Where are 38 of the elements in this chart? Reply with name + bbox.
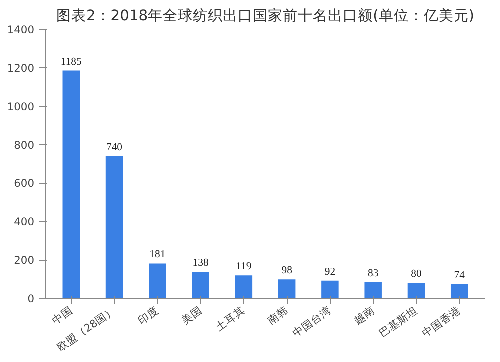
y-tick-label: 0 xyxy=(28,292,35,306)
bar xyxy=(322,280,339,298)
x-tick-label: 中国台湾 xyxy=(290,304,334,340)
data-label: 740 xyxy=(106,142,123,154)
x-tick-label: 美国 xyxy=(179,304,205,328)
bar xyxy=(149,264,166,298)
data-label: 74 xyxy=(454,270,466,282)
data-label: 92 xyxy=(324,266,336,278)
y-tick-label: 1200 xyxy=(7,62,35,75)
x-tick-label: 土耳其 xyxy=(213,304,248,334)
data-label: 83 xyxy=(368,268,379,280)
bar xyxy=(62,70,80,298)
x-tick-label: 越南 xyxy=(352,304,378,328)
y-tick-label: 200 xyxy=(14,254,35,268)
x-tick-label: 南韩 xyxy=(265,304,291,328)
data-label: 181 xyxy=(150,250,166,261)
x-tick-label: 印度 xyxy=(136,304,162,328)
y-tick-label: 800 xyxy=(14,138,35,152)
x-tick-label: 巴基斯坦 xyxy=(376,304,420,340)
bar xyxy=(192,272,210,298)
data-label: 98 xyxy=(282,266,292,277)
data-label: 119 xyxy=(236,262,252,273)
y-tick-label: 600 xyxy=(14,177,35,190)
bar xyxy=(106,156,124,298)
bar xyxy=(364,282,382,298)
data-label: 80 xyxy=(411,269,422,280)
x-tick-label: 中国香港 xyxy=(420,304,464,340)
y-tick-label: 1400 xyxy=(7,24,35,36)
bar xyxy=(450,284,468,298)
y-tick-label: 400 xyxy=(14,216,35,229)
bar xyxy=(235,276,253,298)
data-label: 1185 xyxy=(60,56,82,68)
bar xyxy=(278,280,296,298)
x-tick-label: 中国 xyxy=(50,304,76,328)
y-tick-label: 1000 xyxy=(7,100,35,114)
chart-title: 图表2：2018年全球纺织出口国家前十名出口额(单位：亿美元) xyxy=(56,8,475,24)
data-label: 138 xyxy=(192,258,209,269)
bar xyxy=(408,283,426,298)
